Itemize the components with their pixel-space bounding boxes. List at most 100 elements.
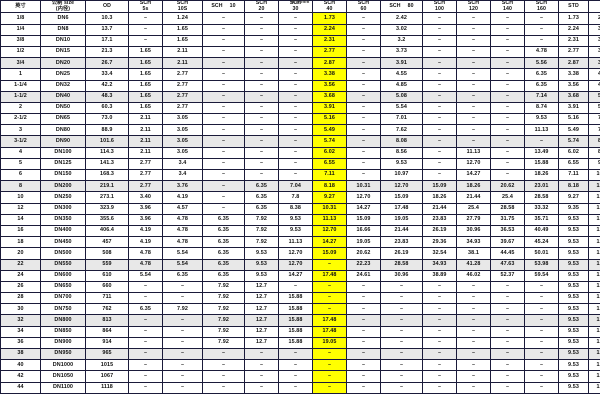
cell-outside-diameter: 813 bbox=[85, 314, 129, 327]
cell-wall-thickness: – bbox=[162, 359, 203, 372]
cell-wall-thickness: – bbox=[524, 303, 559, 316]
cell-wall-thickness: – bbox=[128, 336, 163, 350]
table-row: 30 DN750 762 6.35 7.92 7.92 12.7 15.88– – – – – – –9.… bbox=[0, 303, 600, 316]
cell-wall-thickness: 14.27 bbox=[278, 269, 313, 282]
cell-wall-thickness: 3.68 bbox=[558, 90, 589, 103]
cell-wall-thickness: – bbox=[346, 90, 381, 103]
cell-wall-thickness: 2.11 bbox=[128, 146, 163, 159]
cell-wall-thickness: – bbox=[244, 381, 279, 394]
cell-wall-thickness: 9.53 bbox=[244, 258, 279, 271]
cell-inch-size: 18 bbox=[0, 236, 41, 249]
cell-wall-thickness: 7.92 bbox=[202, 325, 245, 338]
cell-wall-thickness: – bbox=[456, 381, 491, 394]
cell-metric-size: DN300 bbox=[40, 202, 86, 215]
cell-outside-diameter: 73.0 bbox=[85, 113, 129, 126]
table-header: 英寸 公制 size (内径) OD SCH 5s SCH 10S SCH 10 SCH 20 SCH 3… bbox=[0, 0, 600, 14]
cell-wall-thickness: 7.92 bbox=[202, 280, 245, 294]
cell-wall-thickness: – bbox=[490, 124, 525, 137]
header-line-secondary: 10S bbox=[177, 6, 188, 13]
cell-wall-thickness: – bbox=[490, 381, 525, 394]
cell-wall-thickness: – bbox=[312, 359, 347, 372]
header-line-secondary: 60 bbox=[360, 6, 367, 13]
cell-wall-thickness: – bbox=[278, 370, 313, 383]
cell-wall-thickness: 7.92 bbox=[202, 303, 245, 316]
cell-wall-thickness: 41.28 bbox=[456, 258, 491, 271]
header-line-primary: SCH bbox=[323, 0, 336, 6]
cell-wall-thickness: 13.49 bbox=[524, 146, 559, 159]
column-header-inch-size: 英寸 bbox=[0, 0, 41, 14]
header-line-primary: SCH bbox=[176, 0, 189, 6]
cell-wall-thickness: – bbox=[524, 280, 559, 294]
cell-wall-thickness: 3.02 bbox=[588, 23, 600, 36]
cell-wall-thickness: 2.77 bbox=[312, 45, 347, 59]
cell-wall-thickness: 7.11 bbox=[312, 169, 347, 182]
cell-wall-thickness: 12.7 bbox=[244, 314, 279, 327]
cell-wall-thickness: 9.53 bbox=[558, 213, 589, 226]
cell-wall-thickness: 21.44 bbox=[422, 202, 457, 215]
cell-wall-thickness: 15.09 bbox=[312, 247, 347, 260]
cell-wall-thickness: – bbox=[524, 314, 559, 327]
cell-wall-thickness: – bbox=[244, 12, 279, 25]
cell-wall-thickness: – bbox=[380, 348, 423, 361]
cell-wall-thickness: 2.11 bbox=[162, 45, 203, 59]
cell-wall-thickness: – bbox=[346, 79, 381, 92]
cell-wall-thickness: – bbox=[456, 12, 491, 25]
cell-wall-thickness: 3.4 bbox=[162, 157, 203, 171]
cell-inch-size: 42 bbox=[0, 370, 41, 383]
cell-wall-thickness: – bbox=[456, 292, 491, 305]
cell-wall-thickness: 9.53 bbox=[558, 336, 589, 350]
cell-wall-thickness: 11.13 bbox=[456, 146, 491, 159]
cell-wall-thickness: – bbox=[278, 348, 313, 361]
cell-wall-thickness: 5.08 bbox=[380, 90, 423, 103]
cell-wall-thickness: 9.53 bbox=[558, 224, 589, 238]
cell-wall-thickness: 17.48 bbox=[312, 325, 347, 338]
cell-wall-thickness: – bbox=[346, 381, 381, 394]
cell-metric-size: DN100 bbox=[40, 146, 86, 159]
cell-wall-thickness: – bbox=[312, 348, 347, 361]
cell-wall-thickness: 12.7 bbox=[244, 336, 279, 350]
cell-wall-thickness: 12.7 bbox=[244, 303, 279, 316]
cell-wall-thickness: – bbox=[490, 359, 525, 372]
table-row: 10 DN250 273.1 3.40 4.19–6.35 7.8 9.27 12.70 15.… bbox=[0, 191, 600, 204]
cell-wall-thickness: – bbox=[346, 146, 381, 159]
cell-wall-thickness: 16.66 bbox=[346, 224, 381, 238]
cell-wall-thickness: 6.35 bbox=[128, 303, 163, 316]
cell-inch-size: 22 bbox=[0, 258, 41, 271]
cell-wall-thickness: 3.05 bbox=[162, 146, 203, 159]
cell-metric-size: DN250 bbox=[40, 191, 86, 204]
cell-wall-thickness: 1.73 bbox=[312, 12, 347, 25]
cell-wall-thickness: 19.05 bbox=[312, 336, 347, 350]
cell-wall-thickness: – bbox=[244, 124, 279, 137]
cell-wall-thickness: 3.40 bbox=[128, 191, 163, 204]
cell-wall-thickness: 44.45 bbox=[490, 247, 525, 260]
header-line-primary: SCH bbox=[139, 0, 152, 6]
cell-wall-thickness: 7.11 bbox=[558, 169, 589, 182]
cell-wall-thickness: 9.53 bbox=[558, 247, 589, 260]
cell-wall-thickness: 15.09 bbox=[422, 180, 457, 193]
cell-wall-thickness: 6.35 bbox=[244, 202, 279, 215]
cell-wall-thickness: – bbox=[422, 135, 457, 148]
cell-wall-thickness: 12.70 bbox=[588, 258, 600, 271]
cell-wall-thickness: – bbox=[346, 45, 381, 59]
cell-wall-thickness: 17.48 bbox=[312, 314, 347, 327]
cell-inch-size: 3/8 bbox=[0, 34, 41, 47]
header-line-primary: SCH bbox=[535, 0, 548, 6]
cell-outside-diameter: 457 bbox=[85, 236, 129, 249]
cell-wall-thickness: 2.77 bbox=[162, 90, 203, 103]
cell-wall-thickness: – bbox=[244, 45, 279, 59]
cell-wall-thickness: 6.55 bbox=[558, 157, 589, 171]
cell-wall-thickness: 40.49 bbox=[524, 224, 559, 238]
table-row: 18 DN450 457 4.19 4.78 6.35 7.92 11.13 14.27 19.0… bbox=[0, 236, 600, 249]
cell-wall-thickness: 39.67 bbox=[490, 236, 525, 249]
cell-wall-thickness: 7.8 bbox=[278, 191, 313, 204]
cell-wall-thickness: 18.26 bbox=[456, 180, 491, 193]
cell-wall-thickness: 7.62 bbox=[380, 124, 423, 137]
cell-wall-thickness: 5.54 bbox=[162, 247, 203, 260]
cell-wall-thickness: 9.53 bbox=[558, 314, 589, 327]
cell-wall-thickness: 23.01 bbox=[524, 180, 559, 193]
cell-inch-size: 1/8 bbox=[0, 12, 41, 25]
cell-wall-thickness: 6.35 bbox=[162, 269, 203, 282]
